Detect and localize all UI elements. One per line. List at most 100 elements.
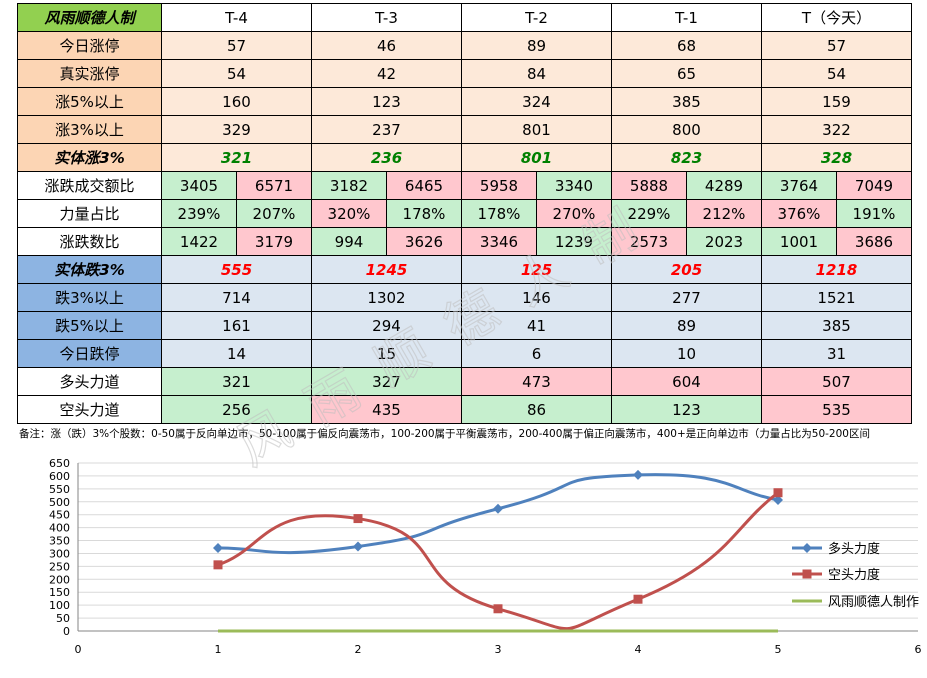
x-tick-label: 5 (775, 643, 782, 656)
data-point (633, 469, 643, 480)
value-cell: 205 (611, 255, 762, 284)
value-cell: 6 (461, 339, 612, 368)
value-cell: 57 (761, 31, 912, 60)
value-cell: 41 (461, 311, 612, 340)
value-cell: 161 (161, 311, 312, 340)
value-cell: 84 (461, 59, 612, 88)
value-cell: 57 (161, 31, 312, 60)
y-tick-label: 450 (49, 509, 70, 522)
column-header: T-3 (311, 3, 462, 32)
y-tick-label: 500 (49, 496, 70, 509)
split-value-cell: 239% (161, 199, 237, 228)
split-value-cell: 3626 (386, 227, 462, 256)
split-value-cell: 3179 (236, 227, 312, 256)
y-tick-label: 50 (56, 612, 70, 625)
column-header: T-1 (611, 3, 762, 32)
value-cell: 68 (611, 31, 762, 60)
value-cell: 801 (461, 115, 612, 144)
legend-marker (802, 543, 812, 553)
x-tick-label: 2 (355, 643, 362, 656)
value-cell: 1245 (311, 255, 462, 284)
split-value-cell: 1422 (161, 227, 237, 256)
data-point (353, 541, 363, 552)
value-cell: 385 (611, 87, 762, 116)
value-cell: 801 (461, 143, 612, 172)
data-point (213, 543, 223, 554)
value-cell: 800 (611, 115, 762, 144)
split-value-cell: 270% (536, 199, 612, 228)
y-tick-label: 0 (63, 625, 70, 638)
y-tick-label: 200 (49, 573, 70, 586)
split-value-cell: 178% (386, 199, 462, 228)
split-value-cell: 5888 (611, 171, 687, 200)
data-point (773, 494, 783, 505)
value-cell: 123 (611, 395, 762, 424)
column-header: T-4 (161, 3, 312, 32)
split-value-cell: 2023 (686, 227, 762, 256)
data-point (493, 503, 503, 514)
value-cell: 327 (311, 367, 462, 396)
value-cell: 125 (461, 255, 612, 284)
line-chart: 0 50 100 150 200 250 300 350 400 450 500 550 600 650 0… (0, 446, 927, 674)
split-value-cell: 3340 (536, 171, 612, 200)
data-point (353, 514, 363, 524)
value-cell: 435 (311, 395, 462, 424)
split-value-cell: 3405 (161, 171, 237, 200)
y-tick-label: 600 (49, 470, 70, 483)
x-tick-label: 4 (635, 643, 642, 656)
row-label: 空头力道 (17, 395, 162, 424)
value-cell: 89 (461, 31, 612, 60)
value-cell: 54 (161, 59, 312, 88)
value-cell: 1218 (761, 255, 912, 284)
value-cell: 1302 (311, 283, 462, 312)
row-label: 多头力道 (17, 367, 162, 396)
data-point (493, 604, 503, 614)
chart-svg: 0501001502002503003504004505005506006500… (49, 457, 922, 656)
y-tick-label: 100 (49, 599, 70, 612)
split-value-cell: 229% (611, 199, 687, 228)
y-tick-label: 400 (49, 522, 70, 535)
column-header: T-2 (461, 3, 612, 32)
value-cell: 159 (761, 87, 912, 116)
split-value-cell: 3182 (311, 171, 387, 200)
value-cell: 236 (311, 143, 462, 172)
row-label: 实体涨3% (17, 143, 162, 172)
legend-label: 多头力度 (828, 541, 880, 557)
value-cell: 277 (611, 283, 762, 312)
note-text: 备注：涨（跌）3%个股数：0-50属于反向单边市，50-100属于偏反向震荡市，… (19, 428, 870, 440)
value-cell: 507 (761, 367, 912, 396)
value-cell: 555 (161, 255, 312, 284)
legend-marker (802, 569, 812, 579)
value-cell: 473 (461, 367, 612, 396)
data-point (633, 594, 643, 604)
value-cell: 15 (311, 339, 462, 368)
split-value-cell: 207% (236, 199, 312, 228)
value-cell: 65 (611, 59, 762, 88)
split-value-cell: 3686 (836, 227, 912, 256)
row-label: 涨5%以上 (17, 87, 162, 116)
row-label: 涨3%以上 (17, 115, 162, 144)
split-value-cell: 4289 (686, 171, 762, 200)
split-value-cell: 2573 (611, 227, 687, 256)
split-value-cell: 6571 (236, 171, 312, 200)
row-label: 今日跌停 (17, 339, 162, 368)
data-point (773, 488, 783, 498)
split-value-cell: 1239 (536, 227, 612, 256)
split-value-cell: 7049 (836, 171, 912, 200)
value-cell: 89 (611, 311, 762, 340)
value-cell: 321 (161, 143, 312, 172)
value-cell: 160 (161, 87, 312, 116)
y-tick-label: 250 (49, 560, 70, 573)
legend-label: 空头力度 (828, 567, 880, 583)
value-cell: 328 (761, 143, 912, 172)
value-cell: 10 (611, 339, 762, 368)
row-label: 跌3%以上 (17, 283, 162, 312)
split-value-cell: 3764 (761, 171, 837, 200)
value-cell: 1521 (761, 283, 912, 312)
y-tick-label: 550 (49, 483, 70, 496)
value-cell: 385 (761, 311, 912, 340)
split-value-cell: 994 (311, 227, 387, 256)
y-tick-label: 300 (49, 547, 70, 560)
value-cell: 31 (761, 339, 912, 368)
split-value-cell: 212% (686, 199, 762, 228)
